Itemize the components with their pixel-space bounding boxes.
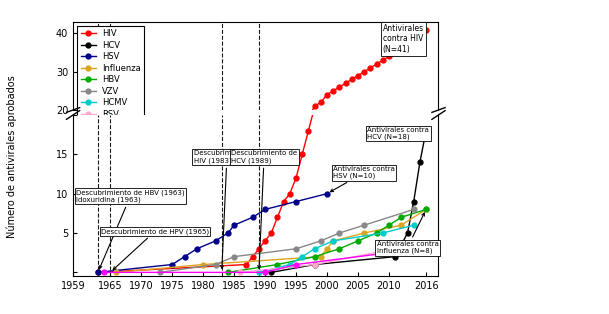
Text: Descubrimiento de
HCV (1989): Descubrimiento de HCV (1989) (231, 150, 297, 268)
Text: Antivirales
contra HIV
(N=41): Antivirales contra HIV (N=41) (382, 24, 426, 54)
Text: Descubrimiento de
HIV (1983): Descubrimiento de HIV (1983) (194, 150, 260, 268)
Text: Descubrimiento de HPV (1965): Descubrimiento de HPV (1965) (101, 228, 209, 270)
Text: Antivirales contra
HSV (N=10): Antivirales contra HSV (N=10) (331, 166, 395, 192)
Text: Número de antivirales aprobados: Número de antivirales aprobados (7, 76, 18, 238)
Legend: HIV, HCV, HSV, Influenza, HBV, VZV, HCMV, RSV, HPV: HIV, HCV, HSV, Influenza, HBV, VZV, HCMV… (77, 26, 144, 134)
Text: Antivirales contra
influenza (N=8): Antivirales contra influenza (N=8) (376, 213, 438, 254)
Text: Antivirales contra
HCV (N=18): Antivirales contra HCV (N=18) (367, 127, 429, 140)
Text: Descubrimiento de HBV (1963)
Idoxuridina (1963): Descubrimiento de HBV (1963) Idoxuridina… (76, 189, 185, 269)
